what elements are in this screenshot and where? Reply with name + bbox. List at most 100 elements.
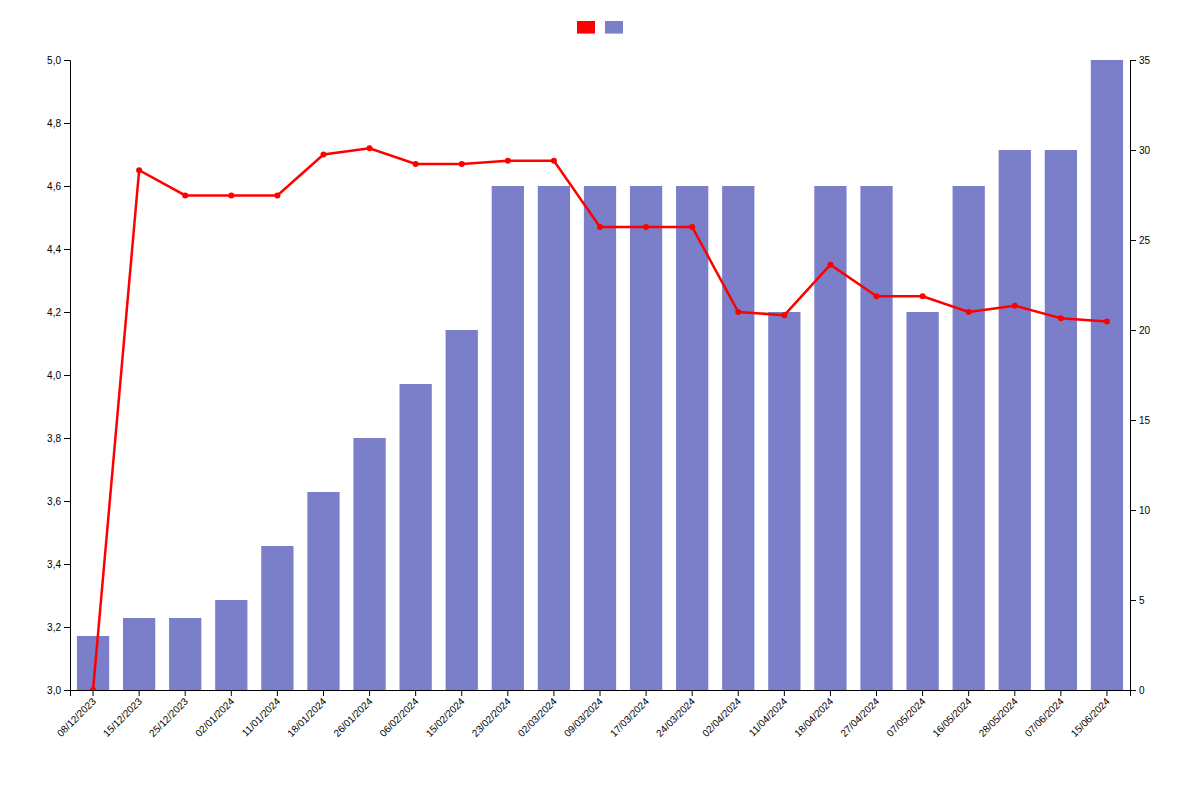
x-tick-mark bbox=[922, 690, 923, 696]
x-tick-label: 09/03/2024 bbox=[562, 695, 605, 738]
x-tick: 26/01/2024 bbox=[331, 690, 374, 739]
marker bbox=[1012, 303, 1018, 309]
marker bbox=[228, 192, 234, 198]
x-tick-label: 02/01/2024 bbox=[193, 695, 236, 738]
x-tick: 07/06/2024 bbox=[1023, 690, 1066, 739]
y-tick-label: 3,2 bbox=[47, 622, 61, 633]
chart: 08/12/202315/12/202325/12/202302/01/2024… bbox=[0, 0, 1200, 800]
x-tick-label: 18/01/2024 bbox=[285, 695, 328, 738]
bar bbox=[584, 186, 616, 690]
y2-tick-label: 5 bbox=[1139, 595, 1145, 606]
y-tick: 4,0 bbox=[47, 370, 70, 381]
x-tick-label: 02/04/2024 bbox=[700, 695, 743, 738]
y2-tick-label: 30 bbox=[1139, 145, 1151, 156]
y-tick: 4,2 bbox=[47, 307, 70, 318]
x-tick-mark bbox=[185, 690, 186, 696]
y2-tick-mark bbox=[1130, 330, 1136, 331]
x-tick-mark bbox=[93, 690, 94, 696]
marker bbox=[459, 161, 465, 167]
y-tick-label: 5,0 bbox=[47, 55, 61, 66]
y2-axis: 05101520253035 bbox=[1130, 55, 1151, 696]
x-tick-label: 16/05/2024 bbox=[930, 695, 973, 738]
x-tick-mark bbox=[830, 690, 831, 696]
x-tick-mark bbox=[876, 690, 877, 696]
y2-tick-mark bbox=[1130, 150, 1136, 151]
x-tick: 08/12/2023 bbox=[55, 690, 98, 739]
x-tick-label: 17/03/2024 bbox=[608, 695, 651, 738]
bar bbox=[768, 312, 800, 690]
y-tick: 4,6 bbox=[47, 181, 70, 192]
x-tick-mark bbox=[415, 690, 416, 696]
bar bbox=[1045, 150, 1077, 690]
y-tick-mark bbox=[64, 312, 70, 313]
line-markers bbox=[90, 145, 1110, 690]
x-tick: 24/03/2024 bbox=[654, 690, 697, 739]
y-tick-label: 4,2 bbox=[47, 307, 61, 318]
x-tick: 09/03/2024 bbox=[562, 690, 605, 739]
marker bbox=[920, 293, 926, 299]
bar bbox=[722, 186, 754, 690]
y-tick: 3,2 bbox=[47, 622, 70, 633]
marker bbox=[735, 309, 741, 315]
y-tick-mark bbox=[64, 249, 70, 250]
bar bbox=[215, 600, 247, 690]
marker bbox=[367, 145, 373, 151]
x-tick-label: 02/03/2024 bbox=[516, 695, 559, 738]
x-tick: 15/06/2024 bbox=[1069, 690, 1112, 739]
y-tick: 3,6 bbox=[47, 496, 70, 507]
x-tick: 02/01/2024 bbox=[193, 690, 236, 739]
x-tick-mark bbox=[738, 690, 739, 696]
x-tick-mark bbox=[461, 690, 462, 696]
x-tick-label: 15/02/2024 bbox=[424, 695, 467, 738]
bar bbox=[676, 186, 708, 690]
marker bbox=[182, 192, 188, 198]
bar bbox=[400, 384, 432, 690]
marker bbox=[643, 224, 649, 230]
y2-tick-label: 0 bbox=[1139, 685, 1145, 696]
y2-tick-label: 10 bbox=[1139, 505, 1151, 516]
x-tick-label: 24/03/2024 bbox=[654, 695, 697, 738]
x-axis-line bbox=[71, 691, 1131, 697]
y2-tick-mark bbox=[1130, 510, 1136, 511]
x-tick-mark bbox=[507, 690, 508, 696]
x-tick-label: 15/06/2024 bbox=[1069, 695, 1112, 738]
marker bbox=[136, 167, 142, 173]
x-axis: 08/12/202315/12/202325/12/202302/01/2024… bbox=[55, 690, 1131, 739]
y-tick: 4,4 bbox=[47, 244, 70, 255]
x-tick-label: 07/06/2024 bbox=[1023, 695, 1066, 738]
marker bbox=[274, 192, 280, 198]
x-tick: 15/02/2024 bbox=[424, 690, 467, 739]
x-tick-label: 25/12/2023 bbox=[147, 695, 190, 738]
x-tick: 27/04/2024 bbox=[838, 690, 881, 739]
x-tick-label: 23/02/2024 bbox=[470, 695, 513, 738]
bar bbox=[906, 312, 938, 690]
x-tick: 16/05/2024 bbox=[930, 690, 973, 739]
y-tick-mark bbox=[64, 564, 70, 565]
x-tick-mark bbox=[1060, 690, 1061, 696]
y2-tick: 5 bbox=[1130, 595, 1145, 606]
y2-tick: 15 bbox=[1130, 415, 1151, 426]
y-tick-mark bbox=[64, 375, 70, 376]
bar bbox=[953, 186, 985, 690]
x-tick-label: 08/12/2023 bbox=[55, 695, 98, 738]
x-tick: 28/05/2024 bbox=[977, 690, 1020, 739]
line bbox=[93, 148, 1107, 690]
y2-tick: 25 bbox=[1130, 235, 1151, 246]
x-tick-mark bbox=[323, 690, 324, 696]
x-tick-mark bbox=[1014, 690, 1015, 696]
x-tick: 18/01/2024 bbox=[285, 690, 328, 739]
x-tick: 02/03/2024 bbox=[516, 690, 559, 739]
y2-tick-label: 15 bbox=[1139, 415, 1151, 426]
marker bbox=[966, 309, 972, 315]
y-tick: 3,0 bbox=[47, 685, 70, 696]
y2-tick: 10 bbox=[1130, 505, 1151, 516]
y2-tick: 30 bbox=[1130, 145, 1151, 156]
x-tick-mark bbox=[646, 690, 647, 696]
y2-tick-mark bbox=[1130, 60, 1136, 61]
marker bbox=[551, 158, 557, 164]
legend-swatch bbox=[577, 21, 595, 34]
bar bbox=[860, 186, 892, 690]
marker bbox=[689, 224, 695, 230]
y-tick-mark bbox=[64, 690, 70, 691]
bar bbox=[169, 618, 201, 690]
